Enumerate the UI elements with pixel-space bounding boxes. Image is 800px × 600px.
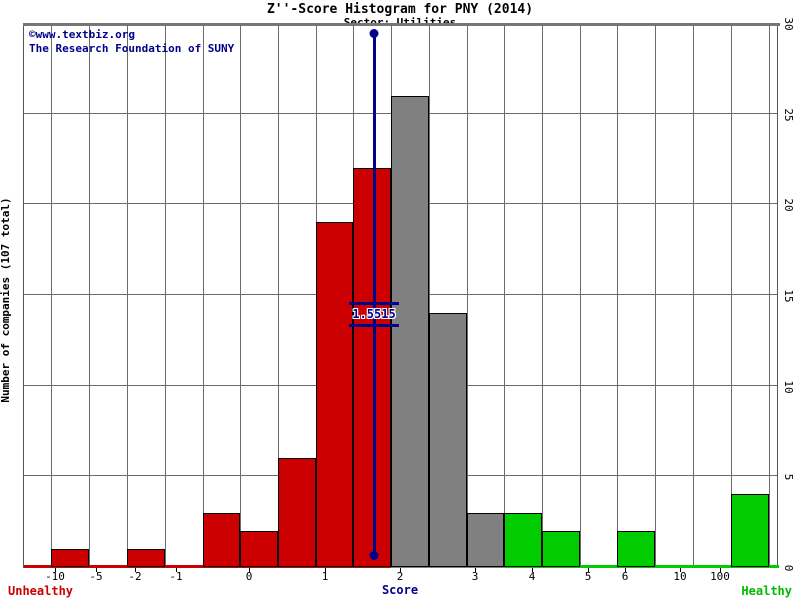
x-tick-mark [475, 568, 476, 572]
gridline-v-0 [51, 25, 52, 567]
watermark-line-1: ©www.textbiz.org [29, 28, 135, 41]
marker-cap [349, 302, 399, 305]
histogram-bar [353, 168, 391, 567]
histogram-bar [316, 222, 353, 567]
gridline-v-15 [617, 25, 618, 567]
y-tick-label: 20 [782, 198, 795, 212]
histogram-bar [542, 530, 580, 567]
gridline-v-10 [429, 25, 430, 567]
unhealthy-label: Unhealthy [8, 584, 74, 598]
gridline-v-4 [203, 25, 204, 567]
x-tick-label: -1 [169, 570, 183, 583]
y-tick-label: 10 [782, 380, 795, 394]
gridline-v-1 [89, 25, 90, 567]
x-tick-label: 10 [673, 570, 687, 583]
gridline-v-12 [504, 25, 505, 567]
chart-title: Z''-Score Histogram for PNY (2014) [266, 2, 534, 17]
x-tick-mark [625, 568, 626, 572]
x-tick-label: 6 [621, 570, 629, 583]
x-tick-label: -5 [89, 570, 103, 583]
watermark-line-2: The Research Foundation of SUNY [29, 42, 235, 55]
baseline-segment [165, 565, 203, 568]
marker-value-label: 1.5515 [352, 307, 396, 321]
histogram-bar [504, 512, 542, 567]
marker-bottom-dot [369, 551, 379, 560]
x-tick-mark [135, 568, 136, 572]
gridline-v-13 [542, 25, 543, 567]
x-tick-mark [96, 568, 97, 572]
gridline-v-16 [655, 25, 656, 567]
y-tick-label: 5 [782, 474, 795, 481]
x-tick-mark [176, 568, 177, 572]
x-tick-mark [55, 568, 56, 572]
x-tick-label: 0 [245, 570, 253, 583]
y-tick-label: 30 [782, 17, 795, 31]
plot-top-border [23, 23, 780, 26]
baseline-segment [655, 565, 693, 568]
y-tick-label: 25 [782, 108, 795, 122]
histogram-bar [391, 95, 429, 567]
x-tick-label: 2 [396, 570, 404, 583]
gridline-v-17 [693, 25, 694, 567]
histogram-bar [51, 548, 89, 567]
gridline-v-3 [165, 25, 166, 567]
x-tick-label: 3 [471, 570, 479, 583]
x-tick-label: 5 [584, 570, 592, 583]
x-tick-mark [588, 568, 589, 572]
plot-area: 1.5515 [23, 23, 780, 568]
healthy-label: Healthy [741, 584, 792, 598]
x-tick-mark [680, 568, 681, 572]
x-tick-label: 100 [710, 570, 730, 583]
histogram-bar [731, 494, 769, 567]
x-tick-mark [249, 568, 250, 572]
baseline-segment [89, 565, 127, 568]
histogram-bar [203, 512, 240, 567]
x-tick-label: -2 [128, 570, 142, 583]
gridline-v-6 [278, 25, 279, 567]
watermark: ©www.textbiz.org The Research Foundation… [29, 28, 234, 56]
y-tick-label: 15 [782, 289, 795, 303]
baseline-segment [693, 565, 731, 568]
x-tick-label: 4 [528, 570, 536, 583]
histogram-bar [278, 458, 316, 567]
y-tick-label: 0 [782, 564, 795, 572]
histogram-bar [429, 313, 467, 567]
gridline-v-18 [731, 25, 732, 567]
baseline-segment [24, 565, 51, 568]
x-tick-label: 1 [321, 570, 329, 583]
gridline-v-19 [769, 25, 770, 567]
gridline-v-14 [580, 25, 581, 567]
gridline-v-11 [467, 25, 468, 567]
x-tick-mark [720, 568, 721, 572]
marker-vertical-line [373, 33, 376, 555]
y-axis-title: Number of companies (107 total) [0, 197, 12, 403]
x-tick-label: -10 [45, 570, 65, 583]
x-axis-title: Score [381, 583, 419, 597]
gridline-v-5 [240, 25, 241, 567]
histogram-bar [617, 530, 655, 567]
histogram-bar [127, 548, 165, 567]
x-tick-mark [532, 568, 533, 572]
histogram-bar [240, 530, 278, 567]
marker-top-dot [369, 29, 379, 38]
gridline-v-2 [127, 25, 128, 567]
x-tick-mark [400, 568, 401, 572]
baseline-segment [580, 565, 617, 568]
baseline-segment [769, 565, 779, 568]
histogram-bar [467, 512, 504, 567]
x-tick-mark [325, 568, 326, 572]
marker-cap [349, 324, 399, 327]
